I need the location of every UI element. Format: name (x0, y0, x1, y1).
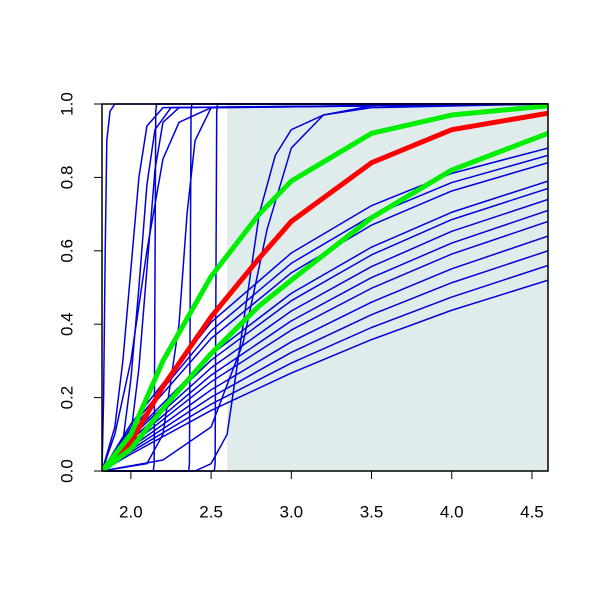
curve (102, 103, 548, 472)
x-tick-label: 4.5 (520, 502, 544, 521)
y-tick-label: 1.0 (57, 92, 76, 116)
curve (102, 147, 548, 472)
x-tick-label: 4.0 (440, 502, 464, 521)
y-tick-label: 0.6 (57, 239, 76, 263)
x-tick-label: 2.0 (119, 502, 143, 521)
curve (102, 110, 548, 472)
curve (102, 103, 548, 472)
x-tick-label: 3.0 (279, 502, 303, 521)
curve (102, 154, 548, 472)
curve (102, 103, 548, 472)
curve (102, 103, 548, 472)
axis-layer: 2.0 2.5 3.0 3.5 4.0 4.5 0.0 0.2 0.4 0.6 0.8 1.0 (57, 92, 549, 521)
shaded-region (227, 104, 548, 471)
shade-layer (227, 104, 548, 471)
y-tick-label: 0.4 (57, 312, 76, 336)
y-tick-label: 0.2 (57, 386, 76, 410)
curve (102, 130, 548, 472)
y-tick-label: 0.0 (57, 459, 76, 483)
plot-frame (101, 103, 549, 472)
curve (102, 279, 548, 472)
curve (102, 103, 548, 472)
y-tick-label: 0.8 (57, 166, 76, 190)
x-tick-label: 3.5 (360, 502, 384, 521)
x-tick-label: 2.5 (199, 502, 223, 521)
